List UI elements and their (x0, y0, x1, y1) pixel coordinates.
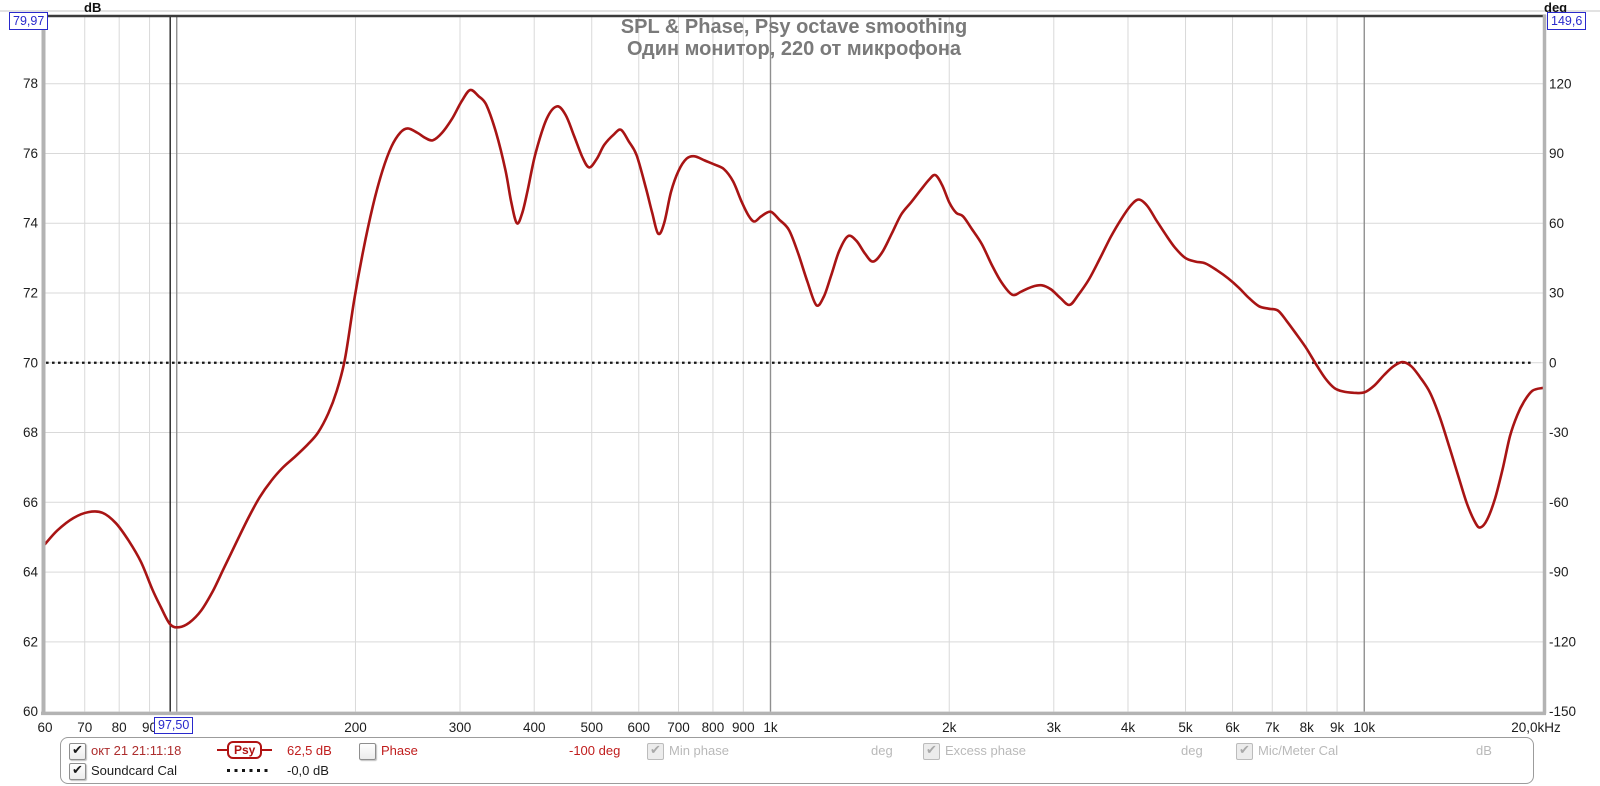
trace-line-sample-left (217, 748, 227, 752)
y-right-tick-label: 0 (1549, 355, 1557, 370)
right-axis-max-readout: 149,6 (1547, 12, 1587, 30)
x-tick-label: 5k (1178, 720, 1193, 735)
phase-value: -100 deg (569, 743, 621, 758)
x-tick-label: 600 (628, 720, 651, 735)
y-left-tick-label: 62 (23, 634, 38, 649)
y-right-tick-label: 90 (1549, 146, 1564, 161)
y-right-tick-label: -120 (1549, 634, 1576, 649)
x-tick-label: 7k (1265, 720, 1280, 735)
soundcard-line-sample (227, 769, 269, 772)
left-axis-unit-label: dB (84, 0, 102, 15)
y-right-tick-label: -150 (1549, 704, 1576, 719)
soundcard-cal-label: Soundcard Cal (91, 763, 177, 778)
min-phase-checkbox[interactable] (647, 743, 664, 760)
y-left-tick-label: 78 (23, 76, 38, 91)
trace-legend-panel: окт 21 21:11:18 Psy 62,5 dB Phase -100 d… (60, 737, 1534, 784)
y-left-tick-label: 66 (23, 495, 38, 510)
x-tick-label: 500 (580, 720, 603, 735)
x-tick-label: 60 (37, 720, 52, 735)
excess-phase-checkbox[interactable] (923, 743, 940, 760)
x-tick-label: 20,0kHz (1511, 720, 1561, 735)
x-tick-label: 700 (667, 720, 690, 735)
x-tick-label: 1k (763, 720, 778, 735)
right-axis-unit-label: deg (1544, 0, 1568, 15)
x-tick-label: 6k (1225, 720, 1240, 735)
y-right-tick-label: -90 (1549, 565, 1569, 580)
soundcard-cal-value: -0,0 dB (287, 763, 329, 778)
x-tick-label: 9k (1330, 720, 1345, 735)
x-tick-label: 90 (142, 720, 157, 735)
spl-trace (45, 88, 1543, 629)
x-tick-label: 200 (344, 720, 367, 735)
y-right-tick-label: 60 (1549, 216, 1564, 231)
measurement-spl-value: 62,5 dB (287, 743, 332, 758)
mic-meter-cal-checkbox[interactable] (1236, 743, 1253, 760)
min-phase-label: Min phase (669, 743, 729, 758)
x-tick-label: 10k (1353, 720, 1375, 735)
x-tick-label: 70 (77, 720, 92, 735)
soundcard-cal-checkbox[interactable] (69, 763, 86, 780)
x-tick-label: 2k (942, 720, 957, 735)
min-phase-unit: deg (871, 743, 893, 758)
y-left-tick-label: 68 (23, 425, 38, 440)
phase-label: Phase (381, 743, 418, 758)
y-right-tick-label: -30 (1549, 425, 1569, 440)
trace-line-sample-right (262, 748, 273, 752)
mic-meter-cal-label: Mic/Meter Cal (1258, 743, 1339, 758)
y-left-tick-label: 64 (23, 565, 39, 580)
mic-meter-cal-unit: dB (1476, 743, 1492, 758)
y-left-tick-label: 70 (23, 355, 38, 370)
y-left-tick-label: 76 (23, 146, 38, 161)
smoothing-badge: Psy (217, 741, 273, 759)
x-tick-label: 80 (112, 720, 127, 735)
measurement-checkbox[interactable] (69, 743, 86, 760)
y-left-tick-label: 74 (23, 216, 39, 231)
left-axis-max-readout: 79,97 (9, 12, 49, 30)
x-tick-label: 300 (449, 720, 472, 735)
psy-smoothing-label: Psy (227, 741, 263, 759)
x-tick-label: 400 (523, 720, 546, 735)
plot-area[interactable] (45, 15, 1543, 712)
x-tick-label: 800 (702, 720, 725, 735)
x-tick-label: 8k (1300, 720, 1315, 735)
y-left-tick-label: 60 (23, 704, 38, 719)
cursor-frequency-readout: 97,50 (154, 717, 194, 734)
y-left-tick-label: 72 (23, 286, 38, 301)
excess-phase-unit: deg (1181, 743, 1203, 758)
excess-phase-label: Excess phase (945, 743, 1026, 758)
y-right-tick-label: -60 (1549, 495, 1569, 510)
y-right-tick-label: 120 (1549, 76, 1572, 91)
y-right-tick-label: 30 (1549, 286, 1564, 301)
measurement-name: окт 21 21:11:18 (91, 743, 182, 758)
phase-checkbox[interactable] (359, 743, 376, 760)
x-tick-label: 4k (1121, 720, 1136, 735)
x-tick-label: 3k (1047, 720, 1062, 735)
x-tick-label: 900 (732, 720, 755, 735)
